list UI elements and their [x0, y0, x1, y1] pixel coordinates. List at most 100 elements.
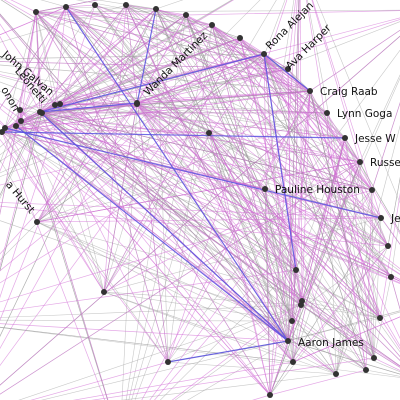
- grey-edge: [94, 4, 367, 371]
- blue-edge: [39, 111, 289, 342]
- grey-edge: [335, 189, 373, 375]
- node-john[interactable]: [52, 102, 58, 108]
- pink-edge: [0, 269, 297, 312]
- grey-edge: [155, 8, 169, 363]
- node-n30[interactable]: [206, 130, 212, 136]
- pink-edge: [309, 29, 400, 92]
- grey-edge: [35, 11, 105, 293]
- node-n40[interactable]: [17, 107, 23, 113]
- pink-edge: [103, 103, 138, 293]
- node-n28[interactable]: [293, 267, 299, 273]
- hub-edge: [155, 8, 289, 342]
- pink-edge: [371, 101, 400, 191]
- grey-edge: [1, 131, 392, 278]
- node-je[interactable]: [378, 215, 384, 221]
- pink-edge: [59, 14, 187, 105]
- grey-edge: [125, 14, 187, 400]
- node-n34[interactable]: [165, 359, 171, 365]
- hub-edge: [19, 109, 289, 342]
- node-n25[interactable]: [289, 318, 295, 324]
- pink-edge: [136, 103, 294, 363]
- node-craig[interactable]: [307, 88, 313, 94]
- grey-edge: [0, 112, 43, 272]
- hub-edge: [263, 53, 271, 396]
- pink-edge: [39, 111, 169, 363]
- pink-edge: [136, 103, 389, 247]
- hub-edge: [39, 111, 400, 282]
- grey-edge: [187, 340, 289, 400]
- hub-edge: [287, 90, 311, 342]
- hub-edge: [1, 90, 311, 133]
- pink-edge: [208, 132, 303, 302]
- node-n18[interactable]: [388, 274, 394, 280]
- grey-edge: [379, 311, 400, 319]
- node-rona[interactable]: [261, 51, 267, 57]
- pink-edge: [54, 6, 67, 106]
- node-lynn[interactable]: [324, 110, 330, 116]
- grey-edge: [36, 221, 381, 319]
- grey-edge: [335, 217, 382, 375]
- grey-edge: [387, 176, 400, 247]
- blue-edge: [65, 6, 289, 342]
- node-n3[interactable]: [92, 2, 98, 8]
- node-n6[interactable]: [183, 12, 189, 18]
- node-n20[interactable]: [371, 355, 377, 361]
- node-n2[interactable]: [63, 4, 69, 10]
- node-n1[interactable]: [33, 9, 39, 15]
- node-layer: [0, 2, 394, 398]
- hub-edge: [287, 310, 400, 342]
- grey-edge: [301, 300, 381, 319]
- hub-edge: [41, 90, 311, 114]
- grey-edge: [208, 132, 382, 219]
- node-n29[interactable]: [299, 298, 305, 304]
- node-n4[interactable]: [123, 2, 129, 8]
- node-n27[interactable]: [267, 392, 273, 398]
- pink-edge: [136, 103, 302, 306]
- node-n21[interactable]: [363, 367, 369, 373]
- node-n33[interactable]: [101, 289, 107, 295]
- grey-edge: [36, 221, 367, 371]
- pink-edge: [287, 340, 337, 375]
- hub-edge: [263, 53, 373, 191]
- grey-edge: [59, 4, 127, 105]
- pink-edge: [125, 4, 294, 363]
- node-n22[interactable]: [333, 371, 339, 377]
- node-n44[interactable]: [13, 123, 19, 129]
- node-n26[interactable]: [290, 359, 296, 365]
- hub-edge: [211, 24, 311, 92]
- node-n43[interactable]: [134, 101, 140, 107]
- node-n42[interactable]: [37, 109, 43, 115]
- grey-edge: [0, 326, 294, 363]
- node-n45[interactable]: [0, 129, 5, 135]
- node-n5[interactable]: [153, 6, 159, 12]
- node-n7[interactable]: [209, 22, 215, 28]
- node-onon[interactable]: [18, 118, 24, 124]
- hub-edge: [35, 11, 41, 113]
- node-jesse[interactable]: [342, 135, 348, 141]
- pink-edge: [287, 161, 361, 342]
- node-n15[interactable]: [369, 187, 375, 193]
- pink-edge: [19, 109, 271, 396]
- node-russe[interactable]: [357, 159, 363, 165]
- node-hurst[interactable]: [34, 219, 40, 225]
- node-n41[interactable]: [57, 101, 63, 107]
- node-n17[interactable]: [385, 243, 391, 249]
- hub-edge: [39, 4, 127, 113]
- node-n8[interactable]: [237, 35, 243, 41]
- node-aaron[interactable]: [285, 338, 291, 344]
- grey-edge: [136, 102, 266, 190]
- node-n19[interactable]: [377, 315, 383, 321]
- hub-edge: [155, 8, 311, 92]
- grey-edge: [208, 132, 297, 271]
- node-pauline[interactable]: [262, 186, 268, 192]
- node-ava[interactable]: [285, 66, 291, 72]
- node-label-onon: onon: [0, 85, 22, 114]
- pink-edge: [19, 109, 109, 400]
- pink-edge: [269, 300, 303, 396]
- grey-edge: [292, 300, 303, 363]
- pink-edge: [301, 137, 346, 302]
- pink-edge: [1, 131, 106, 400]
- pink-edge: [54, 104, 346, 139]
- node-label-hurst: a Hurst: [3, 179, 37, 216]
- pink-edge: [269, 369, 367, 396]
